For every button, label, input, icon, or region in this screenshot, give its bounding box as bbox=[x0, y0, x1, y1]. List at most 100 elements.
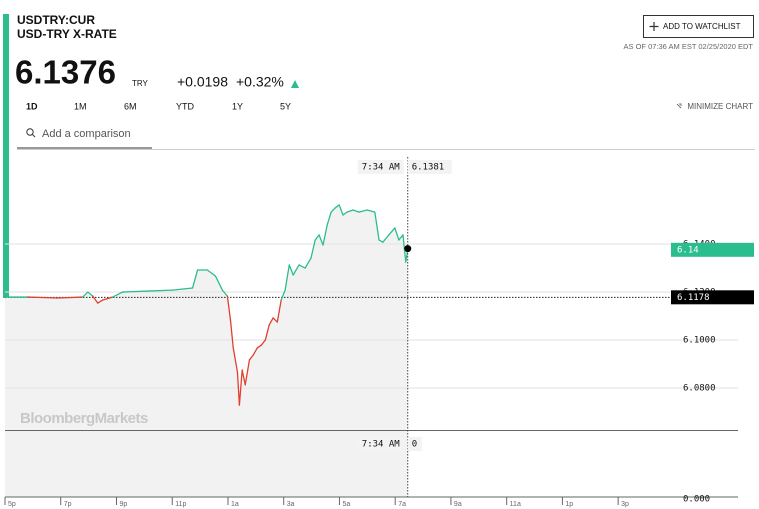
price-line-segment bbox=[241, 369, 246, 386]
x-tick-label: 9p bbox=[119, 501, 127, 508]
tab[interactable]: 1Y bbox=[232, 101, 243, 111]
instrument-name: USD-TRY X-RATE bbox=[17, 27, 117, 41]
price-line-segment bbox=[284, 264, 290, 291]
price-line-segment bbox=[304, 257, 312, 269]
price-line-segment bbox=[334, 204, 340, 209]
price-line-segment bbox=[121, 290, 149, 293]
last-price-box bbox=[671, 242, 754, 257]
price-line-segment bbox=[322, 224, 328, 246]
search-icon-handle bbox=[31, 133, 36, 138]
tab[interactable]: 6M bbox=[124, 101, 137, 111]
price-line-segment bbox=[92, 295, 99, 304]
price-line-segment bbox=[206, 269, 217, 277]
watchlist-button[interactable]: ADD TO WATCHLIST bbox=[643, 15, 754, 38]
previous-close-box bbox=[671, 290, 754, 305]
price-line-segment bbox=[276, 299, 282, 323]
price-line-segment bbox=[82, 291, 89, 298]
price-line-segment bbox=[102, 296, 114, 301]
symbol: USDTRY:CUR bbox=[17, 13, 95, 27]
crosshair-dot bbox=[404, 245, 412, 253]
price-line-segment bbox=[342, 211, 348, 216]
price-line-segment bbox=[87, 291, 94, 297]
price-line-segment bbox=[268, 317, 274, 326]
minimize[interactable]: MINIMIZE CHART bbox=[676, 102, 753, 111]
crosshair-price-value: 6.1381 bbox=[412, 163, 445, 173]
x-tick-label: 5a bbox=[342, 501, 350, 508]
crosshair-volume-box bbox=[357, 437, 404, 451]
price-line-segment bbox=[244, 359, 251, 386]
price-line-segment bbox=[256, 344, 263, 349]
price-line-segment bbox=[318, 234, 324, 246]
price-line-segment bbox=[147, 289, 174, 292]
up-arrow bbox=[291, 80, 299, 88]
tab[interactable]: YTD bbox=[176, 101, 195, 111]
x-tick-label: 1a bbox=[231, 501, 239, 508]
watermark: BloombergMarkets bbox=[20, 410, 148, 427]
x-tick-label: 1p bbox=[565, 501, 573, 508]
price-line-segment bbox=[232, 347, 239, 373]
minimize-icon bbox=[676, 103, 682, 109]
price-line-segment bbox=[229, 319, 234, 349]
volume-tick-label: 0.000 bbox=[683, 495, 710, 505]
price-line-segment bbox=[260, 339, 266, 346]
price-line-segment bbox=[97, 299, 104, 304]
price-line-segment bbox=[27, 296, 59, 299]
price-line-segment bbox=[292, 264, 300, 276]
change-pct: +0.32% bbox=[236, 74, 284, 90]
price-line-segment bbox=[378, 239, 384, 243]
price-line-segment bbox=[346, 209, 354, 213]
price-line-segment bbox=[298, 264, 306, 269]
price-line-segment bbox=[272, 317, 278, 323]
tab[interactable]: 1D bbox=[26, 101, 38, 111]
price-line-segment bbox=[248, 354, 254, 361]
accent-bar bbox=[3, 14, 9, 298]
price-line-segment bbox=[382, 234, 390, 243]
as-of: AS OF 07:36 AM EST 02/25/2020 EDT bbox=[623, 42, 753, 51]
minimize-label: MINIMIZE CHART bbox=[687, 102, 753, 111]
price-line-segment bbox=[57, 296, 84, 299]
previous-close-label: 6.1178 bbox=[677, 293, 710, 303]
search-placeholder: Add a comparison bbox=[42, 128, 131, 140]
y-tick-label: 6.1000 bbox=[683, 336, 716, 346]
x-tick-label: 5p bbox=[8, 501, 16, 508]
crosshair-volume-value-box bbox=[407, 437, 422, 451]
x-tick-label: 11a bbox=[510, 501, 521, 508]
price-line-segment bbox=[280, 289, 286, 301]
price-line-segment bbox=[288, 264, 294, 276]
price-line-segment bbox=[314, 234, 320, 241]
y-tick-label: 6.0800 bbox=[683, 384, 716, 394]
plus-icon bbox=[649, 22, 659, 31]
x-tick-label: 3p bbox=[621, 501, 629, 508]
price-line-segment bbox=[171, 287, 194, 291]
tab[interactable]: 5Y bbox=[280, 101, 291, 111]
price-line-segment bbox=[226, 295, 232, 321]
crosshair-price-time: 7:34 AM bbox=[362, 163, 401, 173]
change: +0.0198 bbox=[177, 74, 228, 90]
search[interactable]: Add a comparison bbox=[17, 128, 152, 149]
tab[interactable]: 1M bbox=[74, 101, 87, 111]
price-line-segment bbox=[366, 209, 376, 213]
price-line-segment bbox=[326, 211, 332, 226]
price-line-segment bbox=[111, 291, 124, 298]
x-tick-label: 11p bbox=[175, 501, 186, 508]
price-area bbox=[5, 204, 408, 430]
price-line-segment bbox=[388, 227, 396, 236]
price-line-segment bbox=[338, 204, 344, 216]
button-frame bbox=[643, 15, 754, 38]
price-line-segment bbox=[238, 369, 243, 406]
price-line-segment bbox=[330, 207, 336, 213]
price-line-segment bbox=[374, 211, 380, 241]
price-line-segment bbox=[394, 227, 400, 241]
crosshair-volume-time: 7:34 AM bbox=[362, 440, 401, 450]
price-line-segment bbox=[214, 275, 224, 291]
chart: 6.08006.10006.12006.14000.0005p7p9p11p1a… bbox=[4, 157, 754, 508]
crosshair-price-value-box bbox=[407, 160, 452, 174]
currency: TRY bbox=[132, 79, 149, 88]
price-line-segment bbox=[352, 209, 360, 213]
x-tick-label: 7p bbox=[64, 501, 72, 508]
price-line-segment bbox=[264, 324, 270, 341]
price-line-segment bbox=[310, 239, 316, 259]
button-label: ADD TO WATCHLIST bbox=[663, 22, 741, 31]
last-price-label: 6.14 bbox=[677, 245, 699, 255]
